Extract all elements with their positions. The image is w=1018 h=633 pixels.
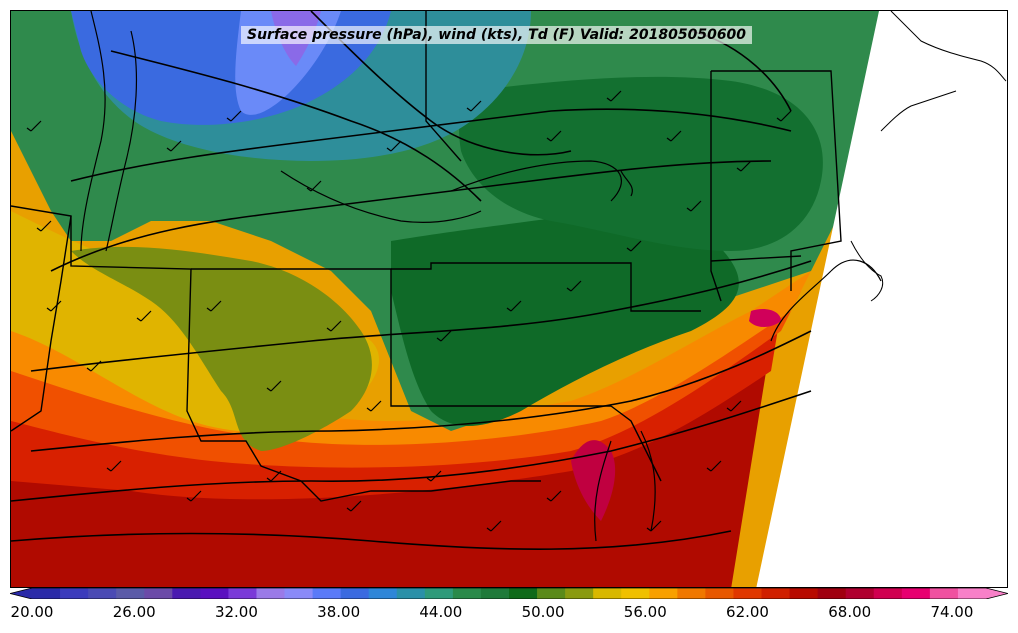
colorbar-tick-label: 38.00 — [317, 603, 361, 621]
field-band-olive — [71, 246, 372, 451]
wind-barbs — [26, 90, 792, 532]
colorbar-segment — [677, 588, 706, 599]
state-borders — [11, 11, 842, 502]
field-band-coast-magenta — [571, 440, 616, 521]
new-england-coast — [850, 11, 1007, 302]
outside-domain — [756, 11, 1007, 587]
dewpoint-map — [11, 11, 1007, 587]
colorbar-segment — [761, 588, 791, 599]
colorbar-segment — [480, 588, 510, 599]
colorbar-tick-label: 44.00 — [419, 603, 463, 621]
colorbar-segment — [537, 588, 566, 599]
colorbar-segment — [32, 588, 61, 599]
colorbar-segment — [60, 588, 89, 599]
colorbar-segment — [901, 588, 931, 599]
field-band-dark-green-ne — [459, 76, 823, 251]
colorbar-extend-high — [986, 588, 1008, 599]
colorbar-segment — [593, 588, 622, 599]
colorbar-extend-low — [10, 588, 32, 599]
colorbar-tick-label: 68.00 — [828, 603, 872, 621]
colorbar-segment — [452, 588, 482, 599]
isobars — [11, 11, 812, 550]
colorbar-segment — [172, 588, 201, 599]
colorbar-segment — [509, 588, 538, 599]
colorbar-tick-label: 74.00 — [930, 603, 974, 621]
colorbar-segment — [873, 588, 903, 599]
colorbar-segment — [368, 588, 398, 599]
colorbar-segment — [256, 588, 286, 599]
colorbar-segment — [621, 588, 650, 599]
colorbar — [10, 588, 1008, 599]
colorbar-tick-label: 62.00 — [726, 603, 769, 621]
map-title: Surface pressure (hPa), wind (kts), Td (… — [241, 26, 753, 44]
colorbar-segment — [396, 588, 426, 599]
field-band-dark-red — [11, 341, 771, 587]
colorbar-tick-label: 50.00 — [521, 603, 565, 621]
colorbar-segment — [817, 588, 847, 599]
colorbar-tick-label: 32.00 — [214, 603, 258, 621]
colorbar-segment — [88, 588, 117, 599]
colorbar-segment — [649, 588, 678, 599]
map-panel: Surface pressure (hPa), wind (kts), Td (… — [10, 10, 1008, 588]
colorbar-segment — [424, 588, 454, 599]
colorbar-tick-label: 20.00 — [10, 603, 54, 621]
colorbar-segment — [340, 588, 370, 599]
colorbar-segment — [144, 588, 173, 599]
colorbar-segment — [200, 588, 229, 599]
colorbar-segment — [116, 588, 145, 599]
coastline — [80, 11, 882, 542]
colorbar-segment — [705, 588, 734, 599]
colorbar-segment — [228, 588, 257, 599]
colorbar-segment — [733, 588, 763, 599]
colorbar-tick-label: 56.00 — [623, 603, 667, 621]
colorbar-segment — [565, 588, 594, 599]
colorbar-segment — [789, 588, 819, 599]
colorbar-segment — [284, 588, 314, 599]
colorbar-tick-label: 26.00 — [112, 603, 156, 621]
colorbar-segment — [957, 588, 987, 599]
field-band-coast-magenta-2 — [749, 309, 781, 327]
colorbar-segment — [312, 588, 342, 599]
colorbar-segment — [929, 588, 959, 599]
colorbar-segment — [845, 588, 875, 599]
